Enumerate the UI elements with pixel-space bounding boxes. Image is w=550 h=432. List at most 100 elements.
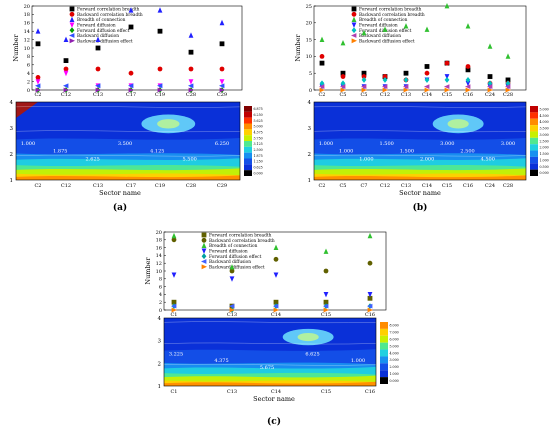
legend-label: Backward diffusion: [209, 260, 251, 265]
colorbar-label: 0.625: [254, 166, 263, 170]
data-point: [171, 232, 177, 239]
data-point: [319, 80, 325, 87]
legend-label: Forward diffusion effect: [209, 255, 262, 260]
data-point: [63, 87, 69, 93]
colorbar-label: 2.500: [540, 139, 549, 143]
data-point: [487, 43, 493, 49]
data-point: [340, 80, 346, 87]
x-tick-label: C5: [360, 92, 367, 98]
legend-label: Forward correlation breadth: [359, 8, 422, 13]
x-axis-label: Sector name: [253, 395, 295, 403]
y-tick-label: 10: [306, 54, 312, 60]
data-point: [465, 67, 471, 73]
data-point: [361, 87, 367, 93]
contour-value-label: 4.375: [214, 358, 228, 364]
colorbar-label: 2.000: [540, 146, 549, 150]
y-tick-label: 20: [24, 4, 30, 10]
data-point: [382, 77, 388, 83]
data-point: [273, 244, 279, 250]
contour-value-label: 1.500: [380, 141, 394, 147]
colorbar-swatch: [380, 342, 388, 350]
contour-y-tick-label: 1: [308, 178, 312, 184]
data-point: [229, 268, 235, 274]
y-tick-label: 2: [27, 79, 30, 85]
data-point: [273, 299, 279, 305]
data-point: [95, 87, 101, 93]
contour-x-tick-label: C12: [61, 183, 71, 189]
colorbar-swatch: [244, 123, 252, 130]
data-point: [424, 70, 430, 76]
x-tick-label: C15: [442, 92, 452, 98]
y-axis-label: Number: [294, 34, 302, 62]
contour-peak-core: [157, 119, 180, 129]
colorbar-swatch: [244, 164, 252, 171]
data-point: [361, 74, 367, 79]
data-point: [487, 87, 493, 93]
legend-label: Forward diffusion: [359, 24, 398, 29]
data-point: [35, 87, 41, 93]
contour-value-label: 3.000: [501, 141, 515, 147]
data-point: [505, 80, 511, 87]
contour-x-tick-label: C15: [321, 389, 331, 395]
legend-marker: [69, 38, 75, 44]
legend-label: Backward diffusion effect: [77, 39, 133, 44]
panel-label: (b): [413, 202, 428, 213]
data-point: [323, 307, 329, 313]
x-tick-label: C16: [463, 92, 473, 98]
contour-x-tick-label: C2: [34, 183, 41, 189]
colorbar-swatch: [244, 146, 252, 153]
data-point: [403, 84, 409, 90]
colorbar-label: 5.000: [390, 344, 399, 348]
contour-line: [15, 154, 241, 157]
data-point: [444, 60, 450, 66]
contour-value-label: 1.500: [400, 149, 414, 155]
x-tick-label: C16: [365, 312, 375, 318]
contour-x-tick-label: C12: [380, 183, 390, 189]
legend-marker: [201, 259, 207, 264]
colorbar-swatch: [380, 363, 388, 371]
contour-value-label: 2.000: [420, 157, 434, 163]
colorbar-label: 4.000: [540, 120, 549, 124]
colorbar-swatch: [530, 125, 538, 132]
data-point: [35, 41, 41, 47]
scatter-plot-frame: [163, 231, 387, 311]
data-point: [323, 299, 329, 305]
legend-marker: [351, 11, 357, 17]
legend-label: Forward diffusion: [209, 250, 248, 255]
x-tick-label: C17: [126, 92, 136, 98]
data-point: [424, 64, 430, 69]
contour-value-label: 1.875: [53, 149, 67, 155]
y-tick-label: 25: [306, 4, 312, 10]
data-point: [171, 307, 177, 313]
y-tick-label: 18: [156, 238, 162, 244]
data-point: [403, 70, 409, 76]
x-tick-label: C1: [170, 312, 177, 318]
x-tick-label: C13: [401, 92, 411, 98]
data-point: [188, 49, 194, 55]
panel-label: (a): [113, 202, 127, 213]
contour-y-tick-label: 4: [158, 316, 162, 322]
contour-x-tick-label: C15: [442, 183, 452, 189]
colorbar-label: 6.875: [254, 107, 263, 111]
colorbar-swatch: [380, 370, 388, 378]
data-point: [465, 84, 471, 90]
data-point: [171, 299, 177, 305]
colorbar-swatch: [244, 170, 252, 176]
colorbar-label: 1.000: [540, 158, 549, 162]
y-tick-label: 20: [156, 230, 162, 236]
y-tick-label: 14: [24, 29, 30, 35]
contour-value-label: 3.000: [440, 141, 454, 147]
contour-line: [163, 342, 377, 345]
colorbar-swatch: [530, 131, 538, 138]
data-point: [367, 295, 373, 301]
data-point: [219, 19, 225, 26]
contour-line: [313, 154, 527, 157]
data-point: [361, 29, 367, 36]
legend-marker: [69, 27, 75, 34]
data-point: [63, 83, 69, 89]
contour-x-tick-label: C14: [271, 389, 281, 395]
colorbar-swatch: [244, 158, 252, 165]
data-point: [95, 45, 101, 51]
